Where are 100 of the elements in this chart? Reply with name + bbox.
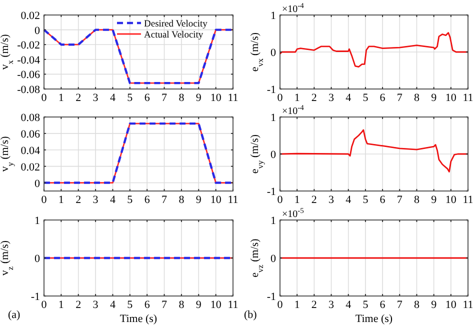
annotation: ×10$^{-4}$ <box>282 102 304 117</box>
x-tick-label: 7 <box>396 299 403 311</box>
x-tick-label: 1 <box>294 194 300 206</box>
x-axis-title: Time (s) <box>120 313 158 325</box>
x-tick-label: 5 <box>362 194 369 206</box>
y-tick-label: 1 <box>34 215 40 227</box>
x-tick-label: 3 <box>92 92 99 104</box>
x-tick-label: 5 <box>127 194 134 206</box>
x-tick-label: 8 <box>414 299 420 311</box>
x-tick-label: 9 <box>431 92 438 104</box>
x-tick-label: 4 <box>110 299 116 311</box>
x-tick-label: 6 <box>144 194 150 206</box>
x-tick-label: 3 <box>328 299 335 311</box>
y-tick-label: -0.04 <box>17 54 40 66</box>
y-tick-label: 0 <box>34 24 40 37</box>
x-tick-label: 10 <box>445 92 457 104</box>
x-tick-label: 2 <box>76 299 82 311</box>
x-tick-label: 1 <box>58 194 64 206</box>
x-tick-label: 7 <box>396 194 403 206</box>
x-axis-title: Time (s) <box>355 313 393 325</box>
x-tick-label: 9 <box>196 194 202 206</box>
x-tick-label: 9 <box>431 194 438 206</box>
x-tick-label: 8 <box>178 299 185 311</box>
x-tick-label: 6 <box>144 299 150 311</box>
x-tick-label: 11 <box>228 299 238 311</box>
x-tick-label: 10 <box>210 92 222 104</box>
x-tick-label: 8 <box>178 92 185 104</box>
line-series <box>279 32 469 68</box>
x-tick-label: 5 <box>127 92 134 104</box>
x-tick-label: 4 <box>110 92 116 104</box>
x-tick-label: 11 <box>228 194 238 206</box>
annotation: ×10$^{-4}$ <box>282 0 304 15</box>
y-tick-label: -1 <box>266 291 276 303</box>
x-tick-label: 6 <box>380 92 386 104</box>
y-tick-label: 0 <box>270 47 276 59</box>
y-tick-label: -1 <box>30 291 40 303</box>
x-tick-label: 5 <box>362 299 369 311</box>
y-tick-label: 0 <box>270 253 276 265</box>
x-tick-label: 6 <box>144 92 150 104</box>
x-tick-label: 4 <box>346 194 352 206</box>
x-tick-label: 10 <box>445 194 457 206</box>
y-tick-label: 0.08 <box>20 112 40 124</box>
x-tick-label: 8 <box>414 92 420 104</box>
x-tick-label: 3 <box>328 194 335 206</box>
x-tick-label: 10 <box>445 299 457 311</box>
x-tick-label: 3 <box>328 92 335 104</box>
x-tick-label: 3 <box>92 299 99 311</box>
y-tick-label: 0 <box>34 178 40 190</box>
y-tick-label: -1 <box>266 186 276 198</box>
x-tick-label: 7 <box>162 299 168 311</box>
x-tick-label: 2 <box>311 92 317 104</box>
x-tick-label: 1 <box>58 92 64 104</box>
x-tick-label: 9 <box>196 299 202 311</box>
x-tick-label: 2 <box>311 194 317 206</box>
x-tick-label: 4 <box>346 92 352 104</box>
x-tick-label: 10 <box>210 194 222 206</box>
x-tick-label: 5 <box>127 299 134 311</box>
text: (b) <box>244 309 258 321</box>
legend-label: Desired Velocity <box>144 20 208 30</box>
x-tick-label: 1 <box>58 299 64 311</box>
y-tick-label: -1 <box>266 84 276 96</box>
x-tick-label: 10 <box>210 299 222 311</box>
x-tick-label: 5 <box>362 92 369 104</box>
x-tick-label: 8 <box>414 194 420 206</box>
text: (a) <box>8 309 21 321</box>
y-tick-label: -0.06 <box>17 69 40 82</box>
x-tick-label: 2 <box>311 299 317 311</box>
annotation: ×10$^{-5}$ <box>282 206 304 220</box>
line-series <box>279 129 469 172</box>
y-tick-label: -0.02 <box>17 40 40 52</box>
x-tick-label: 8 <box>178 194 185 206</box>
y-tick-label: 0.02 <box>20 161 40 174</box>
y-tick-label: -0.08 <box>17 84 40 96</box>
x-tick-label: 2 <box>76 194 82 206</box>
y-tick-label: 1 <box>270 10 276 22</box>
x-tick-label: 2 <box>76 92 82 104</box>
x-tick-label: 9 <box>196 92 202 104</box>
x-tick-label: 7 <box>396 92 403 104</box>
legend-label: Actual Velocity <box>144 30 204 40</box>
y-tick-label: 0 <box>270 149 276 161</box>
y-tick-label: 0.06 <box>20 128 40 140</box>
x-tick-label: 1 <box>294 299 300 311</box>
x-tick-label: 11 <box>228 92 238 104</box>
x-tick-label: 7 <box>162 194 168 206</box>
x-tick-label: 7 <box>162 92 168 104</box>
y-tick-label: 1 <box>270 112 276 124</box>
y-tick-label: 1 <box>270 215 276 227</box>
y-tick-label: 0.04 <box>20 144 40 157</box>
x-tick-label: 4 <box>346 299 352 311</box>
x-tick-label: 6 <box>380 194 386 206</box>
x-tick-label: 11 <box>462 92 474 104</box>
y-tick-label: 0 <box>34 253 40 265</box>
x-tick-label: 11 <box>462 299 474 311</box>
x-tick-label: 6 <box>380 299 386 311</box>
x-tick-label: 11 <box>462 194 474 206</box>
x-tick-label: 3 <box>92 194 99 206</box>
x-tick-label: 4 <box>110 194 116 206</box>
x-tick-label: 9 <box>431 299 438 311</box>
y-tick-label: 0.02 <box>20 10 40 22</box>
x-tick-label: 1 <box>294 92 300 104</box>
